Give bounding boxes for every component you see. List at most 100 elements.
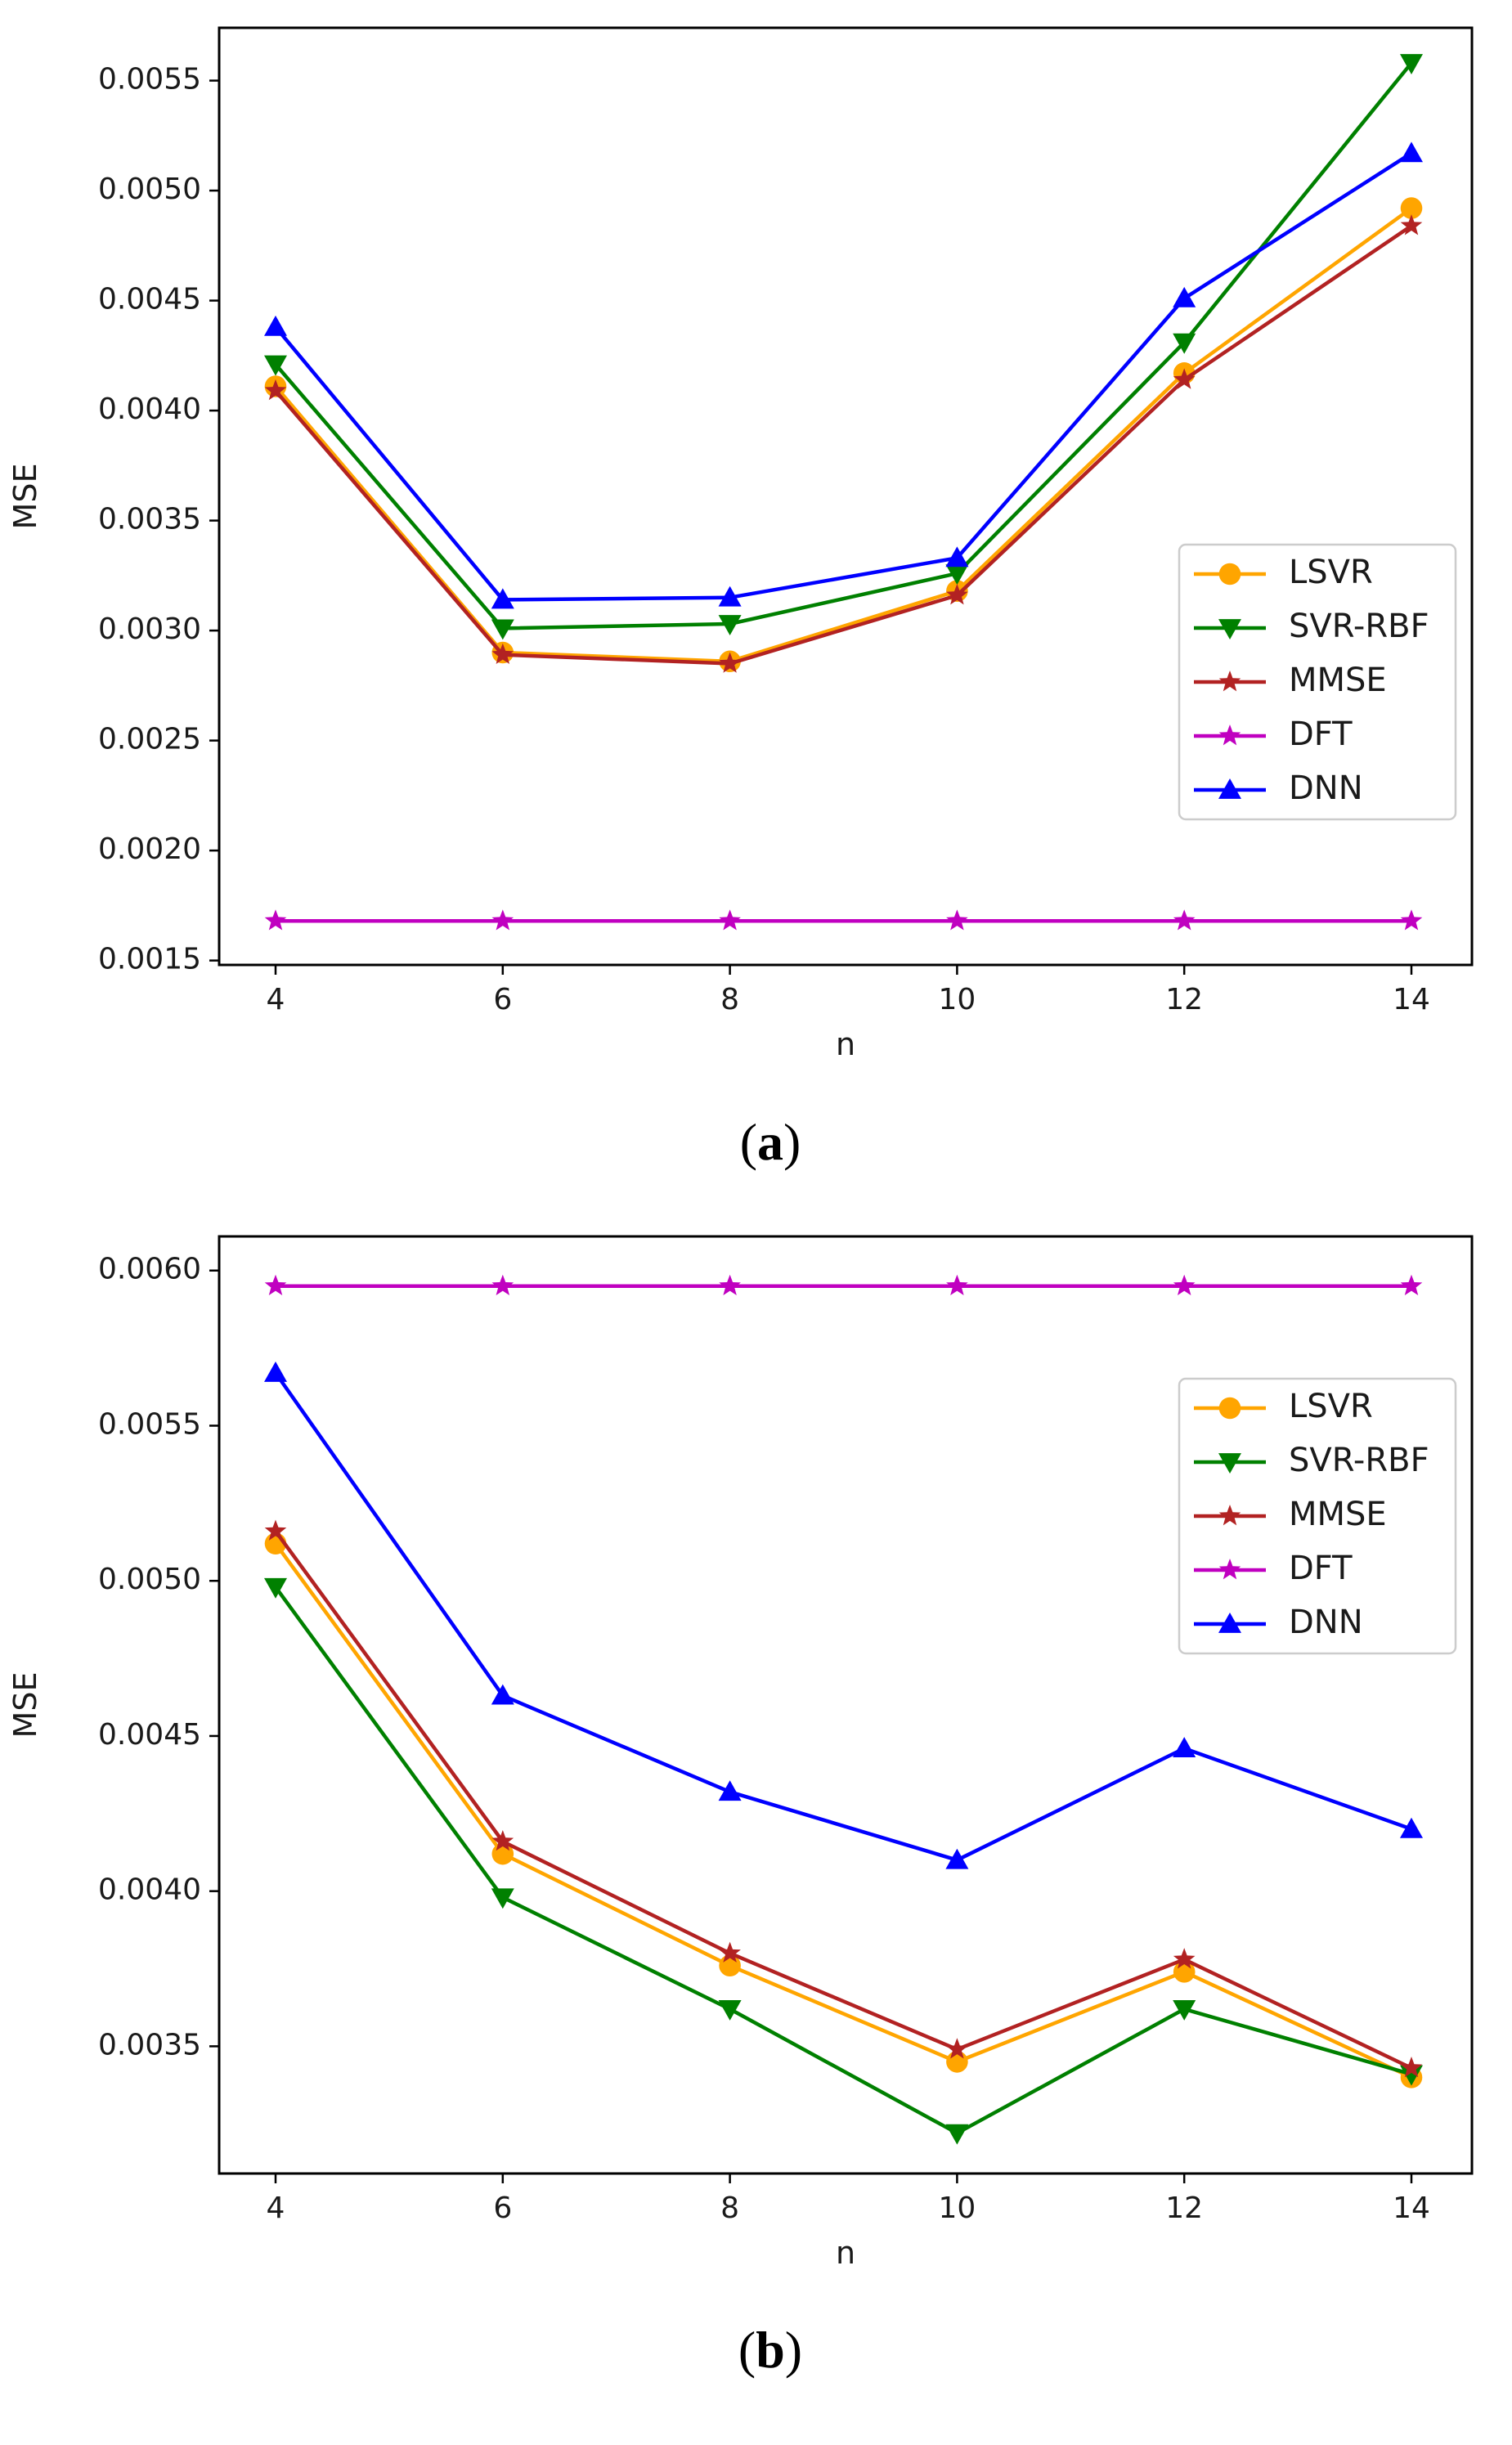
data-point-dft xyxy=(719,909,741,931)
legend-label: SVR-RBF xyxy=(1289,608,1429,645)
data-point-dft xyxy=(264,1274,287,1296)
legend-box xyxy=(1178,1377,1457,1655)
data-point-mmse xyxy=(719,652,741,673)
series-line-dnn xyxy=(274,1371,1412,1862)
y-axis-title: MSE xyxy=(7,464,43,530)
y-tick-label: 0.0040 xyxy=(98,393,201,426)
legend-marker xyxy=(1218,725,1241,746)
series-svr-rbf xyxy=(264,1577,1423,2145)
y-tick-label: 0.0035 xyxy=(98,503,201,536)
legend-marker xyxy=(1218,778,1241,799)
data-point-lsvr xyxy=(1400,197,1423,219)
legend-marker xyxy=(1218,1613,1241,1633)
y-tick-label: 0.0025 xyxy=(98,723,201,756)
x-tick-label: 14 xyxy=(1393,2192,1430,2225)
legend-label: DNN xyxy=(1289,1604,1363,1641)
series-svr-rbf xyxy=(264,54,1423,640)
series-line-dnn xyxy=(274,151,1413,602)
data-point-dnn xyxy=(1400,141,1423,163)
data-point-dnn xyxy=(264,315,287,336)
data-point-mmse xyxy=(264,379,287,401)
legend-item-lsvr: LSVR xyxy=(1194,1388,1373,1425)
figure-caption: (b) xyxy=(738,2321,802,2379)
data-point-mmse xyxy=(1173,1948,1196,1969)
series-line-mmse xyxy=(274,1530,1412,2070)
data-point-dft xyxy=(491,1274,514,1296)
legend-box xyxy=(1178,543,1457,821)
data-point-dnn xyxy=(264,1361,287,1382)
legend-item-lsvr: LSVR xyxy=(1194,554,1373,591)
x-tick-label: 10 xyxy=(938,983,976,1016)
legend-item-mmse: MMSE xyxy=(1194,662,1387,699)
x-tick-label: 8 xyxy=(720,983,739,1016)
x-tick-label: 8 xyxy=(720,2192,739,2225)
legend-label: SVR-RBF xyxy=(1289,1442,1429,1479)
data-point-dft xyxy=(946,909,968,931)
y-tick-label: 0.0055 xyxy=(98,63,201,96)
data-point-svr-rbf xyxy=(491,619,514,640)
legend-item-dft: DFT xyxy=(1194,1550,1353,1587)
data-point-mmse xyxy=(946,584,968,605)
data-point-mmse xyxy=(491,643,514,665)
plot-frame xyxy=(218,1235,1474,2175)
legend-marker xyxy=(1218,671,1241,692)
series-mmse xyxy=(264,214,1423,673)
data-point-dft xyxy=(264,909,287,931)
data-point-dnn xyxy=(1173,286,1196,307)
data-point-svr-rbf xyxy=(945,2124,969,2145)
data-point-dft xyxy=(1173,1274,1196,1296)
data-point-mmse xyxy=(946,2038,968,2059)
legend-item-mmse: MMSE xyxy=(1194,1496,1387,1533)
data-point-svr-rbf xyxy=(1400,54,1423,75)
data-point-svr-rbf xyxy=(264,355,287,376)
data-point-mmse xyxy=(1173,368,1196,389)
data-point-dft xyxy=(946,1274,968,1296)
legend-marker xyxy=(1218,619,1241,639)
x-axis-title: n xyxy=(836,1026,855,1062)
series-dft xyxy=(264,909,1423,931)
data-point-mmse xyxy=(1400,214,1423,236)
series-dnn xyxy=(264,141,1423,609)
data-point-dnn xyxy=(718,585,742,607)
data-point-dnn xyxy=(491,588,514,609)
chart-a: 0.0015 0.0020 0.0025 0.0030 0.0035 0.0040 0.00… xyxy=(7,26,1474,1171)
legend: LSVR SVR-RBF MMSE DFT DNN xyxy=(1178,1377,1457,1655)
legend-marker xyxy=(1218,1505,1241,1526)
x-tick-label: 6 xyxy=(493,2192,512,2225)
legend-marker xyxy=(1218,1559,1241,1580)
data-point-mmse xyxy=(264,1519,287,1541)
legend-item-svr-rbf: SVR-RBF xyxy=(1194,608,1429,645)
series-line-svr-rbf xyxy=(274,1586,1412,2135)
data-point-dnn xyxy=(491,1684,514,1705)
series-mmse xyxy=(264,1519,1423,2078)
data-point-svr-rbf xyxy=(1173,1999,1196,2021)
legend-label: DNN xyxy=(1289,769,1363,807)
series-dnn xyxy=(264,1361,1423,1869)
series-line-mmse xyxy=(274,224,1413,666)
legend-marker xyxy=(1218,1397,1241,1420)
legend: LSVR SVR-RBF MMSE DFT DNN xyxy=(1178,543,1457,821)
x-tick-label: 12 xyxy=(1165,2192,1203,2225)
y-tick-label: 0.0015 xyxy=(98,943,201,976)
data-point-svr-rbf xyxy=(264,1577,287,1599)
data-point-dft xyxy=(719,1274,741,1296)
data-point-svr-rbf xyxy=(945,564,969,585)
y-tick-label: 0.0030 xyxy=(98,612,201,646)
legend-label: DFT xyxy=(1289,716,1353,753)
figure-caption: (a) xyxy=(740,1113,801,1171)
legend-label: LSVR xyxy=(1289,1388,1373,1425)
x-tick-label: 4 xyxy=(267,983,285,1016)
plot-frame xyxy=(218,26,1474,967)
x-tick-label: 4 xyxy=(267,2192,285,2225)
legend-marker xyxy=(1218,1453,1241,1474)
data-point-dnn xyxy=(945,1848,969,1869)
legend-label: MMSE xyxy=(1289,662,1387,699)
legend-label: MMSE xyxy=(1289,1496,1387,1533)
series-dft xyxy=(264,1274,1423,1296)
x-tick-label: 6 xyxy=(493,983,512,1016)
y-tick-label: 0.0055 xyxy=(98,1407,201,1441)
data-point-mmse xyxy=(491,1829,514,1851)
y-tick-label: 0.0045 xyxy=(98,1718,201,1752)
x-tick-label: 10 xyxy=(938,2192,976,2225)
